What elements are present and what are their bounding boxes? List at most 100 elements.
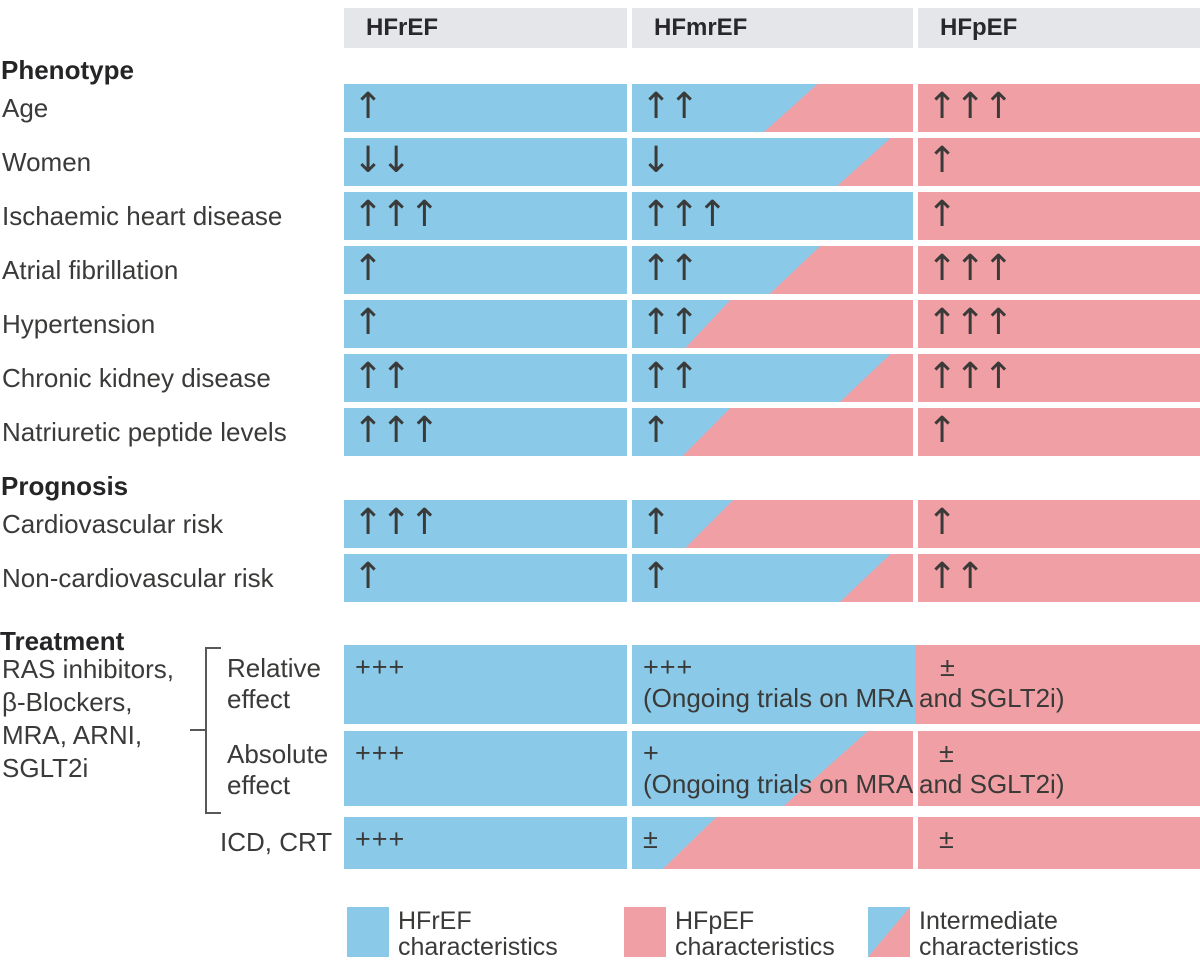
treatment-bracket-dash-icon (190, 729, 205, 731)
arrow-symbol: ↑↑↑ (927, 302, 1014, 343)
row-label: Atrial fibrillation (2, 254, 179, 285)
drug-group-line: RAS inhibitors, (2, 654, 174, 684)
table-cell: ↑ (344, 554, 627, 602)
legend-entry-blue: HFrEF characteristics (347, 907, 558, 960)
section-rows: Age ↑ ↑↑ ↑↑↑ Women ↓↓ ↓ ↑ Ischaemic heart diseas… (0, 84, 1200, 456)
ongoing-trials-caption: (Ongoing trials on MRA and SGLT2i) (643, 769, 1065, 799)
section-prognosis: Prognosis Cardiovascular risk ↑↑↑ ↑ ↑ Non-car… (0, 472, 1200, 602)
table-cell: ↓↓ (344, 138, 627, 186)
table-cell: +++ (344, 817, 627, 869)
row-label: Women (2, 146, 92, 177)
table-cell: ↑↑↑ (918, 84, 1200, 132)
table-cell: ↑↑↑ (918, 246, 1200, 294)
column-header-row: HFrEF HFmrEF HFpEF (344, 8, 1200, 48)
legend-label-line: characteristics (675, 933, 835, 961)
arrow-symbol: ↑↑ (641, 356, 699, 397)
table-cell: ↑↑ (632, 84, 913, 132)
split-overlay (632, 554, 891, 602)
table-cell: ↑ (918, 138, 1200, 186)
treatment-row-label: Absolute effect (0, 731, 344, 806)
table-cell: ↑↑ (632, 246, 913, 294)
arrow-symbol: ↑ (353, 302, 383, 343)
arrow-symbol: ↑↑ (641, 302, 699, 343)
table-row: Absolute effect +++ + (Ongoing trials on MR… (0, 731, 1200, 806)
row-label: Non-cardiovascular risk (2, 562, 274, 593)
arrow-symbol: ↑ (353, 86, 383, 127)
table-cell: +++ (344, 731, 627, 806)
legend-entry-split: Intermediate characteristics (868, 907, 1079, 960)
legend-swatch-blue-icon (347, 907, 389, 957)
section-title-prognosis: Prognosis (1, 471, 129, 501)
arrow-symbol: ↑↑ (927, 556, 985, 597)
effect-symbol: ± (939, 824, 955, 854)
table-cell: ↑ (632, 554, 913, 602)
drug-group-line: MRA, ARNI, (2, 720, 143, 750)
section-treatment: Treatment RAS inhibitors, β-Blockers, MRA, … (0, 626, 1200, 869)
legend-label-line: Intermediate (919, 907, 1058, 935)
arrow-symbol: ↑↑↑ (927, 86, 1014, 127)
table-cell: ↑ (632, 500, 913, 548)
drug-group-line: β-Blockers, (2, 687, 133, 717)
table-cell: ↑↑↑ (344, 192, 627, 240)
table-cell: ↑ (918, 192, 1200, 240)
legend-swatch-split-icon (868, 907, 910, 957)
arrow-symbol: ↑ (641, 502, 671, 543)
arrow-symbol: ↑↑ (641, 86, 699, 127)
table-cell: ↑↑↑ (344, 408, 627, 456)
table-cell: +++ (344, 645, 627, 724)
arrow-symbol: ↑ (927, 140, 957, 181)
section-title-treatment: Treatment (0, 626, 125, 656)
legend-label: HFrEF characteristics (398, 907, 558, 960)
table-row: Women ↓↓ ↓ ↑ (0, 138, 1200, 186)
effect-symbol: ± (940, 652, 956, 682)
effect-symbol: +++ (355, 824, 406, 854)
table-row: Atrial fibrillation ↑ ↑↑ ↑↑↑ (0, 246, 1200, 294)
treatment-bracket-icon (205, 647, 221, 814)
section-title-phenotype: Phenotype (1, 55, 134, 85)
row-label: Natriuretic peptide levels (2, 416, 287, 447)
arrow-symbol: ↓ (641, 140, 671, 181)
row-label: Age (2, 92, 49, 123)
effect-symbol: +++ (355, 652, 406, 682)
table-cell: ↑ (918, 500, 1200, 548)
legend-label-line: HFrEF (398, 907, 472, 935)
treatment-row-label: Relative effect (0, 645, 344, 724)
table-cell: ↓ (632, 138, 913, 186)
sections: Phenotype Age ↑ ↑↑ ↑↑↑ Women ↓↓ ↓ ↑ Ischaemic hea… (0, 56, 1200, 869)
table-cell: ↑ (632, 408, 913, 456)
table-cell: ± (918, 731, 1200, 806)
table-row: Chronic kidney disease ↑↑ ↑↑ ↑↑↑ (0, 354, 1200, 402)
effect-symbol: + (643, 738, 660, 768)
arrow-symbol: ↑↑ (353, 356, 411, 397)
table-cell: ↑ (344, 84, 627, 132)
table-cell: ± (918, 817, 1200, 869)
arrow-symbol: ↑ (927, 410, 957, 451)
column-header-hfmref: HFmrEF (632, 8, 913, 48)
arrow-symbol: ↓↓ (353, 140, 411, 181)
table-row: Natriuretic peptide levels ↑↑↑ ↑ ↑ (0, 408, 1200, 456)
table-row: ICD, CRT +++ ± ± (0, 817, 1200, 869)
table-cell: ↑↑↑ (632, 192, 913, 240)
arrow-symbol: ↑↑↑ (927, 248, 1014, 289)
treatment-row-label-text: ICD, CRT (220, 827, 333, 857)
row-label: Hypertension (2, 308, 156, 339)
legend-label: Intermediate characteristics (919, 907, 1079, 960)
treatment-row-label-text: Absolute effect (227, 739, 329, 800)
table-row: Age ↑ ↑↑ ↑↑↑ (0, 84, 1200, 132)
table-cell: ↑↑ (632, 354, 913, 402)
section-rows: Cardiovascular risk ↑↑↑ ↑ ↑ Non-cardiovascul… (0, 500, 1200, 602)
arrow-symbol: ↑↑ (641, 248, 699, 289)
table-row: Ischaemic heart disease ↑↑↑ ↑↑↑ ↑ (0, 192, 1200, 240)
effect-symbol: +++ (355, 738, 406, 768)
table-cell: ↑ (344, 246, 627, 294)
effect-symbol: +++ (643, 652, 694, 682)
treatment-row-label: ICD, CRT (0, 817, 344, 869)
table-row: Relative effect +++ +++ (Ongoing trials on … (0, 645, 1200, 724)
arrow-symbol: ↑↑↑ (927, 356, 1014, 397)
treatment-drug-group-label: RAS inhibitors, β-Blockers, MRA, ARNI, SGLT… (2, 653, 174, 785)
legend-label-line: characteristics (919, 933, 1079, 961)
table-cell: ↑ (918, 408, 1200, 456)
row-label: Chronic kidney disease (2, 362, 271, 393)
legend: HFrEF characteristics HFpEF characteristics… (344, 907, 1200, 961)
